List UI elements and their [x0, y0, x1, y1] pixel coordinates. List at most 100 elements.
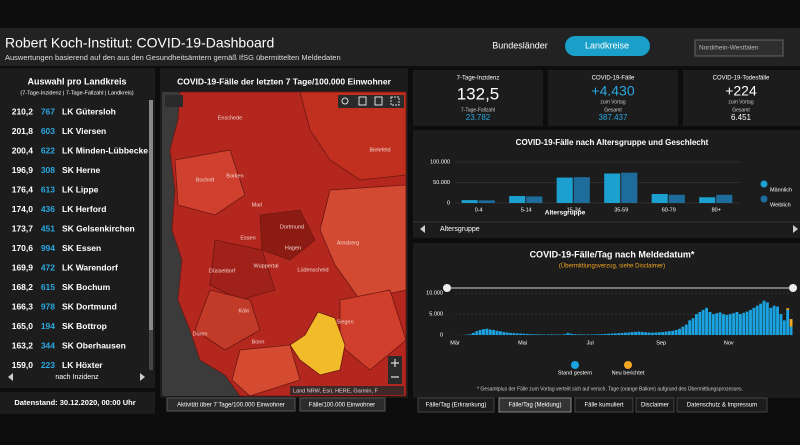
bar[interactable]	[529, 334, 533, 335]
prev-arrow[interactable]	[420, 225, 425, 233]
bar[interactable]	[718, 312, 722, 335]
grid-icon[interactable]	[390, 96, 400, 106]
bar[interactable]	[769, 307, 773, 335]
bar[interactable]	[498, 331, 502, 335]
bar[interactable]	[607, 333, 610, 335]
bar[interactable]	[613, 333, 617, 335]
tab-active[interactable]	[498, 397, 572, 413]
dropdown-label[interactable]: Nordrhein-Westfalen	[699, 45, 759, 52]
bar[interactable]	[711, 314, 715, 335]
next-arrow[interactable]	[140, 373, 145, 381]
list-icon[interactable]	[374, 96, 383, 106]
bar[interactable]	[553, 334, 556, 335]
bar[interactable]	[509, 332, 512, 335]
bar[interactable]	[488, 329, 492, 335]
bar[interactable]	[475, 331, 479, 335]
scroll-thumb[interactable]	[149, 100, 153, 330]
bar[interactable]	[776, 306, 779, 335]
bar[interactable]	[556, 177, 573, 203]
bar[interactable]	[630, 332, 634, 335]
map-button[interactable]	[299, 397, 386, 412]
bar[interactable]	[478, 329, 482, 335]
bar[interactable]	[742, 312, 746, 335]
bar[interactable]	[698, 312, 702, 335]
prev-arrow[interactable]	[8, 373, 13, 381]
tab-label[interactable]: Fälle/Tag (Erkrankung)	[426, 403, 487, 409]
bar[interactable]	[576, 334, 580, 335]
tab-label[interactable]: Fälle/Tag (Meldung)	[508, 403, 561, 409]
next-arrow[interactable]	[793, 225, 798, 233]
bar[interactable]	[627, 332, 631, 335]
bar[interactable]	[634, 331, 638, 335]
map-button-label[interactable]: Fälle/100.000 Einwohner	[309, 403, 375, 409]
bar[interactable]	[603, 333, 607, 335]
bar[interactable]	[759, 303, 763, 335]
bar[interactable]	[716, 194, 733, 203]
map-button-label[interactable]: Aktivität über 7 Tage/100.000 Einwohner	[177, 403, 285, 409]
slider-handle[interactable]	[789, 284, 797, 292]
bar[interactable]	[708, 312, 712, 335]
tab-label[interactable]: Datenschutz & Impressum	[687, 403, 757, 409]
bar[interactable]	[566, 332, 570, 335]
bar[interactable]	[701, 309, 705, 335]
bar[interactable]	[640, 332, 644, 335]
map-button[interactable]	[166, 397, 296, 412]
bar[interactable]	[522, 333, 526, 335]
bar[interactable]	[671, 330, 675, 335]
map-tool[interactable]	[165, 95, 183, 107]
dropdown[interactable]	[694, 39, 784, 57]
bar[interactable]	[654, 332, 658, 335]
bar[interactable]	[637, 331, 641, 335]
bar[interactable]	[725, 314, 729, 335]
bar[interactable]	[755, 305, 759, 335]
bar[interactable]	[478, 200, 495, 203]
bar[interactable]	[621, 172, 638, 203]
bar[interactable]	[661, 332, 665, 335]
region-highlight[interactable]	[289, 311, 346, 376]
nav-link[interactable]: Landkreise	[585, 40, 629, 50]
bar[interactable]	[583, 334, 587, 335]
bar[interactable]	[620, 332, 624, 335]
bar[interactable]	[593, 334, 597, 335]
bar[interactable]	[786, 308, 790, 310]
map-toolbar[interactable]	[338, 95, 404, 108]
tab[interactable]	[635, 397, 675, 413]
zoom-icons[interactable]	[391, 359, 399, 378]
bar[interactable]	[468, 334, 472, 335]
bar[interactable]	[738, 314, 742, 335]
bar[interactable]	[699, 197, 716, 203]
bar[interactable]	[482, 329, 485, 335]
bar[interactable]	[732, 313, 736, 335]
bar[interactable]	[789, 319, 793, 327]
bar[interactable]	[573, 334, 577, 335]
layers-icon[interactable]	[358, 96, 367, 106]
bar[interactable]	[722, 314, 725, 335]
bar[interactable]	[485, 328, 489, 335]
bar[interactable]	[525, 333, 529, 335]
tab[interactable]	[676, 397, 768, 413]
bar[interactable]	[644, 332, 648, 335]
bar[interactable]	[596, 334, 600, 335]
bar[interactable]	[651, 193, 668, 203]
bar[interactable]	[691, 318, 695, 335]
bar[interactable]	[539, 334, 543, 335]
bar[interactable]	[749, 309, 752, 335]
bar[interactable]	[678, 328, 681, 335]
bar[interactable]	[580, 334, 583, 335]
nav-link[interactable]: Bundesländer	[492, 40, 548, 50]
bar[interactable]	[772, 305, 776, 335]
bar[interactable]	[668, 194, 685, 203]
bar[interactable]	[600, 334, 604, 335]
bar[interactable]	[752, 307, 756, 335]
bar[interactable]	[782, 320, 786, 335]
bar[interactable]	[705, 307, 708, 335]
bar[interactable]	[694, 314, 698, 335]
bar[interactable]	[779, 314, 783, 335]
bar[interactable]	[590, 334, 594, 335]
bar[interactable]	[532, 334, 536, 335]
bar[interactable]	[674, 329, 678, 335]
bar[interactable]	[681, 326, 685, 335]
tab-label[interactable]: Disclaimer	[641, 403, 669, 409]
bar[interactable]	[502, 332, 506, 335]
bar[interactable]	[526, 196, 543, 203]
